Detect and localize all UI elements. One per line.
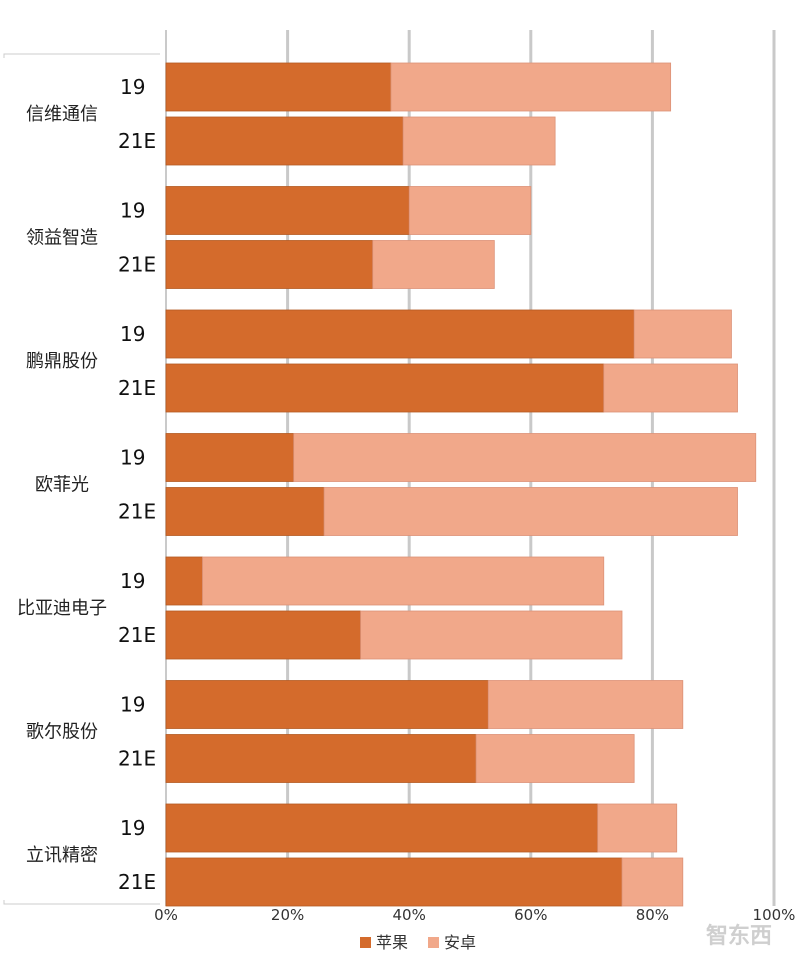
bar-segment-apple bbox=[165, 487, 325, 536]
frame-line-bottom bbox=[3, 900, 160, 905]
legend-label: 安卓 bbox=[444, 933, 476, 952]
year-label: 21E bbox=[118, 376, 156, 400]
year-label: 19 bbox=[120, 816, 145, 840]
bar-segment-android bbox=[487, 680, 684, 729]
bar-segment-android bbox=[360, 610, 623, 660]
company-label: 歌尔股份 bbox=[26, 722, 98, 743]
year-label: 19 bbox=[120, 446, 145, 470]
watermark-text: 智东西 bbox=[706, 923, 772, 949]
year-label: 19 bbox=[120, 75, 145, 99]
bar-segment-apple bbox=[165, 734, 477, 783]
bar-segment-apple bbox=[165, 363, 605, 413]
category-labels: 19 21E 信维通信 19 21E 领益智造 19 21E 鹏鼎股份 19 21E 欧菲光 19 21E… bbox=[17, 75, 156, 894]
legend-label: 苹果 bbox=[376, 933, 408, 952]
x-axis-ticks: 0% 20% 40% 60% 80% 100% bbox=[154, 906, 795, 924]
x-tick-label: 20% bbox=[271, 906, 304, 924]
year-label: 19 bbox=[120, 693, 145, 717]
x-tick-label: 80% bbox=[636, 906, 669, 924]
year-label: 21E bbox=[118, 870, 156, 894]
bar-segment-android bbox=[475, 734, 635, 783]
bar-segment-apple bbox=[165, 62, 392, 112]
company-label: 比亚迪电子 bbox=[17, 598, 107, 619]
bar-segment-apple bbox=[165, 610, 361, 660]
year-label: 19 bbox=[120, 322, 145, 346]
year-label: 21E bbox=[118, 623, 156, 647]
bar-segment-apple bbox=[165, 857, 623, 907]
bar-segment-apple bbox=[165, 240, 374, 289]
bar-segment-android bbox=[402, 116, 556, 166]
bar-segment-apple bbox=[165, 433, 295, 482]
bars bbox=[165, 62, 757, 907]
legend-swatch bbox=[428, 937, 439, 948]
year-label: 21E bbox=[118, 500, 156, 524]
bar-segment-apple bbox=[165, 116, 404, 166]
bar-segment-apple bbox=[165, 680, 489, 729]
x-tick-label: 40% bbox=[393, 906, 426, 924]
company-label: 欧菲光 bbox=[35, 475, 89, 496]
year-label: 21E bbox=[118, 747, 156, 771]
bar-segment-android bbox=[202, 556, 605, 606]
x-tick-label: 0% bbox=[154, 906, 178, 924]
x-tick-label: 100% bbox=[753, 906, 796, 924]
bar-segment-android bbox=[390, 62, 672, 112]
year-label: 21E bbox=[118, 253, 156, 277]
legend-swatch bbox=[360, 937, 371, 948]
bar-segment-android bbox=[372, 240, 495, 289]
company-label: 鹏鼎股份 bbox=[26, 351, 98, 372]
x-tick-label: 60% bbox=[514, 906, 547, 924]
bar-segment-apple bbox=[165, 556, 203, 606]
bar-segment-apple bbox=[165, 309, 635, 359]
year-label: 19 bbox=[120, 569, 145, 593]
bar-segment-apple bbox=[165, 186, 410, 235]
legend: 苹果 安卓 bbox=[360, 933, 476, 952]
company-label: 领益智造 bbox=[26, 228, 98, 249]
bar-segment-android bbox=[323, 487, 738, 536]
year-label: 19 bbox=[120, 199, 145, 223]
bar-segment-android bbox=[633, 309, 732, 359]
company-label: 信维通信 bbox=[26, 104, 98, 125]
frame-line-top bbox=[3, 53, 160, 58]
year-label: 21E bbox=[118, 129, 156, 153]
bar-segment-android bbox=[597, 803, 678, 853]
bar-segment-android bbox=[293, 433, 757, 482]
bar-segment-android bbox=[621, 857, 684, 907]
bar-segment-apple bbox=[165, 803, 599, 853]
bar-segment-android bbox=[603, 363, 738, 413]
bar-segment-android bbox=[408, 186, 532, 235]
company-label: 立讯精密 bbox=[26, 845, 98, 866]
